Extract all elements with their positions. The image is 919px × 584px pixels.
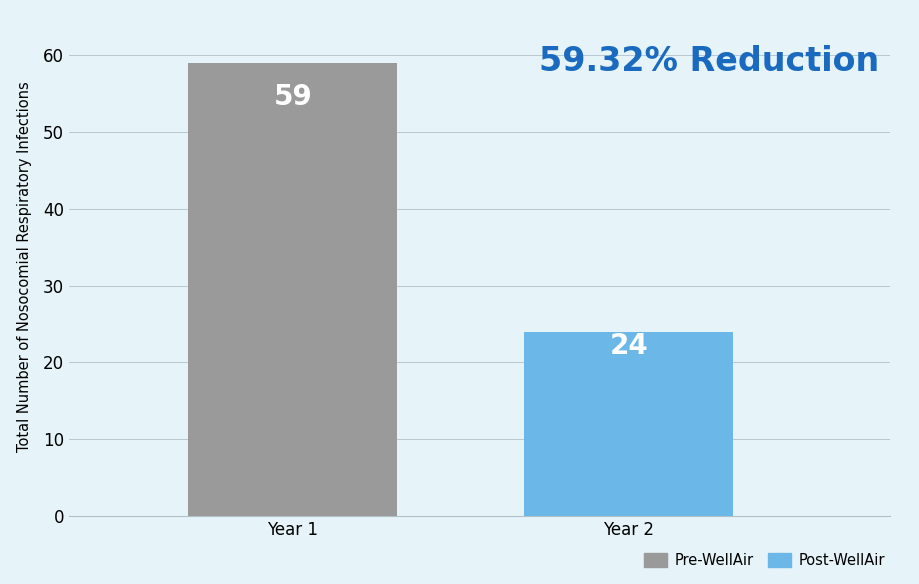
Text: 24: 24 (608, 332, 647, 360)
Bar (524, 332, 732, 516)
Y-axis label: Total Number of Nosocomial Respiratory Infections: Total Number of Nosocomial Respiratory I… (17, 81, 31, 452)
Bar (188, 62, 397, 516)
Legend: Pre-WellAir, Post-WellAir: Pre-WellAir, Post-WellAir (637, 547, 890, 574)
Text: 59: 59 (273, 84, 312, 112)
Text: 59.32% Reduction: 59.32% Reduction (539, 45, 879, 78)
